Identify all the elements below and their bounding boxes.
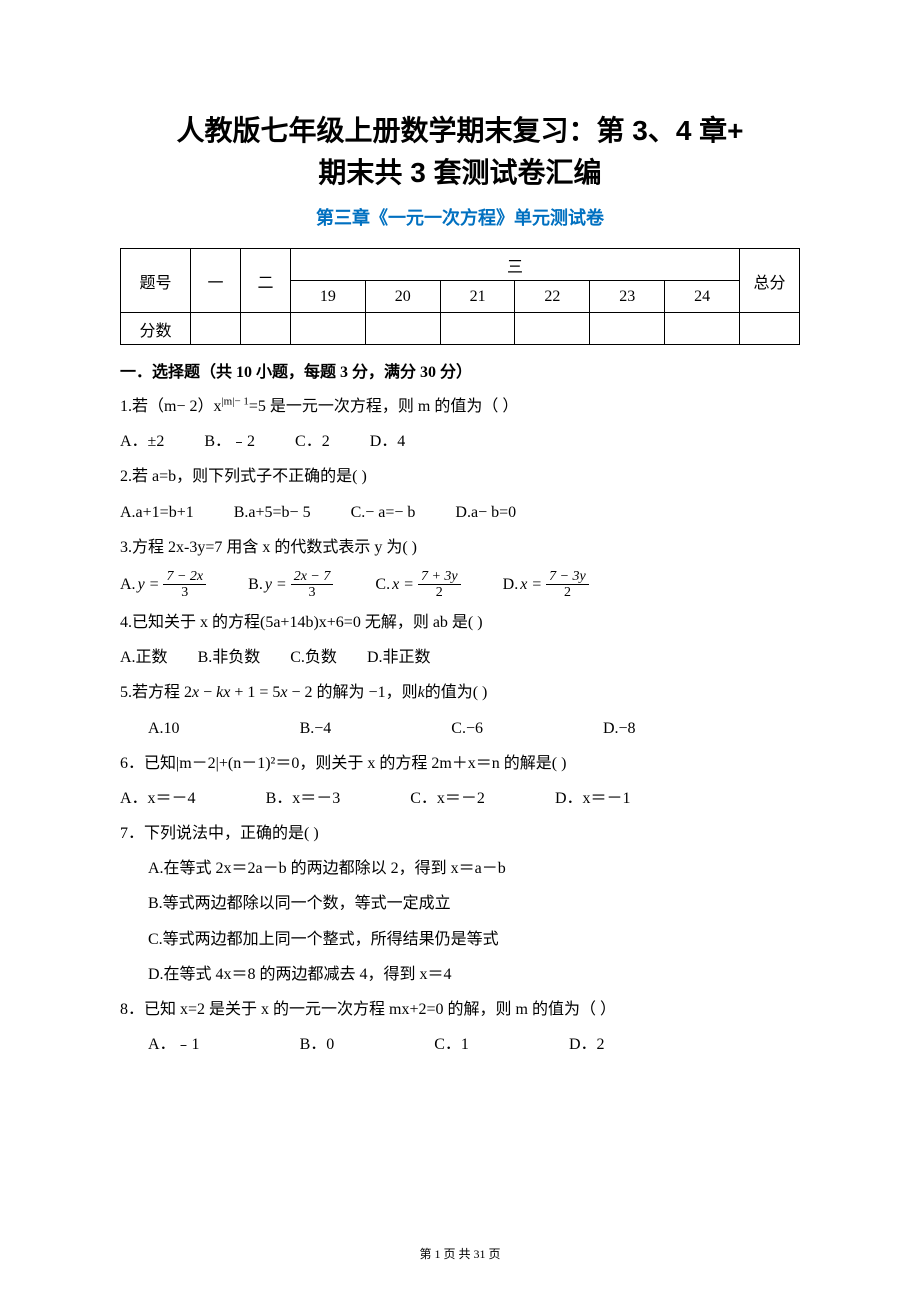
q4-text: 4.已知关于 x 的方程(5a+14b)x+6=0 无解，则 ab 是( ) — [120, 605, 800, 640]
q7-b: B.等式两边都除以同一个数，等式一定成立 — [120, 886, 800, 921]
sub-24: 24 — [665, 281, 740, 313]
score-table: 题号 一 二 三 总分 19 20 21 22 23 24 分数 — [120, 248, 800, 345]
cell-blank — [590, 313, 665, 345]
q6-text: 6．已知|m－2|+(n－1)²＝0，则关于 x 的方程 2m＋x＝n 的解是(… — [120, 746, 800, 781]
q6-b: B．x＝－3 — [266, 781, 341, 816]
sub-21: 21 — [440, 281, 515, 313]
q4-a: A.正数 — [120, 640, 168, 675]
subtitle: 第三章《一元一次方程》单元测试卷 — [120, 204, 800, 230]
q3-c-prefix: C. — [375, 565, 390, 605]
sub-23: 23 — [590, 281, 665, 313]
q8-c: C．1 — [434, 1027, 469, 1062]
cell-blank — [241, 313, 291, 345]
q5-a: A.10 — [148, 711, 180, 746]
table-row: 题号 一 二 三 总分 — [121, 249, 800, 281]
q3-d: D. x = 7 − 3y 2 — [503, 565, 591, 605]
section-1-header: 一．选择题（共 10 小题，每题 3 分，满分 30 分） — [120, 357, 800, 389]
q3-text: 3.方程 2x-3y=7 用含 x 的代数式表示 y 为( ) — [120, 530, 800, 565]
q3-b-eq: y = — [265, 565, 287, 605]
q8-b: B．0 — [300, 1027, 335, 1062]
sub-19: 19 — [291, 281, 366, 313]
q1-a: A．±2 — [120, 424, 164, 459]
q1-d: D．4 — [370, 424, 406, 459]
q5-d: D.−8 — [603, 711, 636, 746]
q8-d: D．2 — [569, 1027, 605, 1062]
q5-text: 5.若方程 2x − kx + 1 = 5x − 2 的解为 −1，则k的值为(… — [120, 675, 800, 710]
q3-choices: A. y = 7 − 2x 3 B. y = 2x − 7 3 C. x = 7… — [120, 565, 800, 605]
q3-a-eq: y = — [138, 565, 160, 605]
th-three: 三 — [291, 249, 740, 281]
q1-c: C．2 — [295, 424, 330, 459]
cell-blank — [665, 313, 740, 345]
title-line1: 人教版七年级上册数学期末复习：第 3、4 章+ — [176, 115, 743, 146]
q8-a: A．﹣1 — [148, 1027, 200, 1062]
main-title: 人教版七年级上册数学期末复习：第 3、4 章+ 期末共 3 套测试卷汇编 — [120, 110, 800, 194]
q3-c: C. x = 7 + 3y 2 — [375, 565, 462, 605]
q6-c: C．x＝－2 — [410, 781, 485, 816]
th-one: 一 — [191, 249, 241, 313]
q7-d: D.在等式 4x＝8 的两边都减去 4，得到 x＝4 — [120, 957, 800, 992]
cell-blank — [440, 313, 515, 345]
q3-b-prefix: B. — [248, 565, 263, 605]
q3-a-num: 7 − 2x — [163, 569, 206, 585]
cell-blank — [291, 313, 366, 345]
q3-a-prefix: A. — [120, 565, 136, 605]
page-footer: 第 1 页 共 31 页 — [0, 1245, 920, 1262]
q4-c: C.负数 — [290, 640, 337, 675]
q3-d-prefix: D. — [503, 565, 519, 605]
q5-b: B.−4 — [300, 711, 332, 746]
sub-20: 20 — [365, 281, 440, 313]
q3-b-den: 3 — [306, 585, 319, 600]
sub-22: 22 — [515, 281, 590, 313]
q6-choices: A．x＝－4 B．x＝－3 C．x＝－2 D．x＝－1 — [120, 781, 800, 816]
title-line2: 期末共 3 套测试卷汇编 — [318, 157, 601, 188]
row-score-label: 分数 — [121, 313, 191, 345]
q3-c-num: 7 + 3y — [418, 569, 461, 585]
q3-d-den: 2 — [561, 585, 574, 600]
q1-b: B．﹣2 — [204, 424, 255, 459]
q2-d: D.a− b=0 — [455, 495, 516, 530]
q6-a: A．x＝－4 — [120, 781, 196, 816]
th-two: 二 — [241, 249, 291, 313]
q7-text: 7．下列说法中，正确的是( ) — [120, 816, 800, 851]
cell-blank — [740, 313, 800, 345]
q7-a: A.在等式 2x＝2a－b 的两边都除以 2，得到 x＝a－b — [120, 851, 800, 886]
th-total: 总分 — [740, 249, 800, 313]
q8-text: 8．已知 x=2 是关于 x 的一元一次方程 mx+2=0 的解，则 m 的值为… — [120, 992, 800, 1027]
q3-d-num: 7 − 3y — [546, 569, 589, 585]
q1-choices: A．±2 B．﹣2 C．2 D．4 — [120, 424, 800, 459]
q3-b-frac: 2x − 7 3 — [291, 569, 334, 601]
q2-choices: A.a+1=b+1 B.a+5=b− 5 C.− a=− b D.a− b=0 — [120, 495, 800, 530]
q7-c: C.等式两边都加上同一个整式，所得结果仍是等式 — [120, 922, 800, 957]
q8-choices: A．﹣1 B．0 C．1 D．2 — [120, 1027, 800, 1062]
q5-c: C.−6 — [451, 711, 483, 746]
th-number: 题号 — [121, 249, 191, 313]
cell-blank — [365, 313, 440, 345]
cell-blank — [515, 313, 590, 345]
q2-c: C.− a=− b — [351, 495, 416, 530]
q3-b-num: 2x − 7 — [291, 569, 334, 585]
q6-d: D．x＝－1 — [555, 781, 631, 816]
q4-choices: A.正数 B.非负数 C.负数 D.非正数 — [120, 640, 800, 675]
q2-b: B.a+5=b− 5 — [234, 495, 311, 530]
cell-blank — [191, 313, 241, 345]
q3-c-den: 2 — [433, 585, 446, 600]
q1-text: 1.若（m− 2）x|m|− 1=5 是一元一次方程，则 m 的值为（ ） — [120, 389, 800, 424]
q3-d-frac: 7 − 3y 2 — [546, 569, 589, 601]
q3-c-eq: x = — [392, 565, 414, 605]
q3-c-frac: 7 + 3y 2 — [418, 569, 461, 601]
q2-text: 2.若 a=b，则下列式子不正确的是( ) — [120, 459, 800, 494]
q4-b: B.非负数 — [198, 640, 261, 675]
q3-b: B. y = 2x − 7 3 — [248, 565, 335, 605]
q5-choices: A.10 B.−4 C.−6 D.−8 — [120, 711, 800, 746]
q3-a: A. y = 7 − 2x 3 — [120, 565, 208, 605]
q2-a: A.a+1=b+1 — [120, 495, 194, 530]
table-row: 分数 — [121, 313, 800, 345]
q3-a-den: 3 — [178, 585, 191, 600]
q4-d: D.非正数 — [367, 640, 431, 675]
q3-a-frac: 7 − 2x 3 — [163, 569, 206, 601]
q3-d-eq: x = — [520, 565, 542, 605]
